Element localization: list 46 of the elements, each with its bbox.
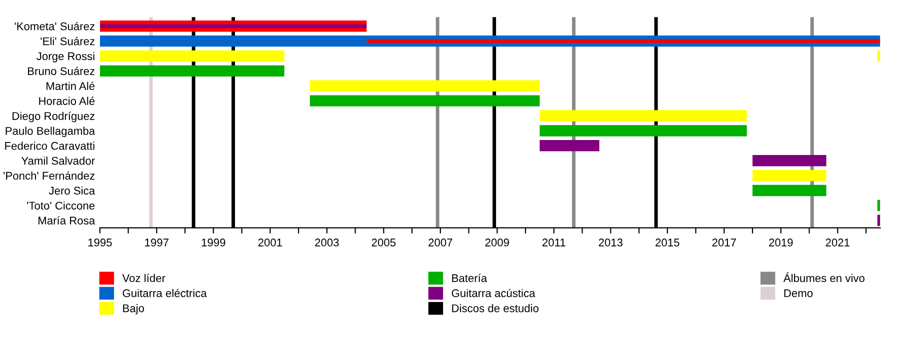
x-tick-label: 1995 <box>88 238 112 246</box>
x-tick-label: 2005 <box>372 238 396 246</box>
legend-label: Guitarra eléctrica <box>122 288 207 298</box>
bar <box>540 110 747 122</box>
x-tick-label: 2009 <box>485 238 509 246</box>
bar <box>100 65 284 77</box>
y-tick-label: Horacio Alé <box>39 96 95 105</box>
bar <box>310 80 540 92</box>
y-tick-label: Yamil Salvador <box>21 156 95 165</box>
x-tick-label: 2013 <box>598 238 623 246</box>
y-tick-label: Federico Caravatti <box>5 142 94 150</box>
y-tick-label: Jero Sica <box>48 186 96 195</box>
bar <box>100 50 284 62</box>
x-tick-label: 2001 <box>258 238 282 246</box>
x-tick-label: 2011 <box>542 238 566 246</box>
x-tick-label: 2017 <box>712 238 736 246</box>
legend-label: Álbumes en vivo <box>783 272 864 282</box>
x-tick-label: 1999 <box>202 238 226 246</box>
x-tick-label: 2021 <box>826 238 850 246</box>
bar <box>752 155 826 166</box>
y-tick-label: María Rosa <box>38 216 96 225</box>
y-tick-label: Jorge Rossi <box>36 52 94 62</box>
legend-label: Demo <box>784 289 813 298</box>
y-tick-label: 'Kometa' Suárez <box>14 22 94 30</box>
bar <box>540 125 747 136</box>
bar <box>752 184 826 196</box>
x-tick-label: 2019 <box>769 238 793 246</box>
x-tick-label: 2015 <box>656 238 680 246</box>
bar <box>310 95 540 106</box>
y-tick-label: 'Ponch' Fernández <box>4 171 94 180</box>
y-tick-label: 'Toto' Ciccone <box>27 201 95 210</box>
y-tick-label: Bruno Suárez <box>28 66 94 76</box>
y-tick-label: Martin Alé <box>46 82 95 90</box>
y-tick-label: Paulo Bellagamba <box>6 126 96 138</box>
y-tick-label: 'Eli' Suárez <box>40 36 94 46</box>
y-tick-label: Diego Rodríguez <box>12 112 94 122</box>
legend-label: Discos de estudio <box>452 304 538 312</box>
legend-label: Bajo <box>123 304 144 314</box>
x-tick-label: 2007 <box>428 238 452 246</box>
legend-label: Batería <box>452 274 488 282</box>
bar <box>752 170 826 182</box>
legend-label: Voz líder <box>122 274 166 282</box>
legend-label: Guitarra acústica <box>452 288 536 298</box>
x-tick-label: 2003 <box>315 238 339 246</box>
x-tick-label: 1997 <box>145 238 168 246</box>
bar <box>540 140 600 152</box>
